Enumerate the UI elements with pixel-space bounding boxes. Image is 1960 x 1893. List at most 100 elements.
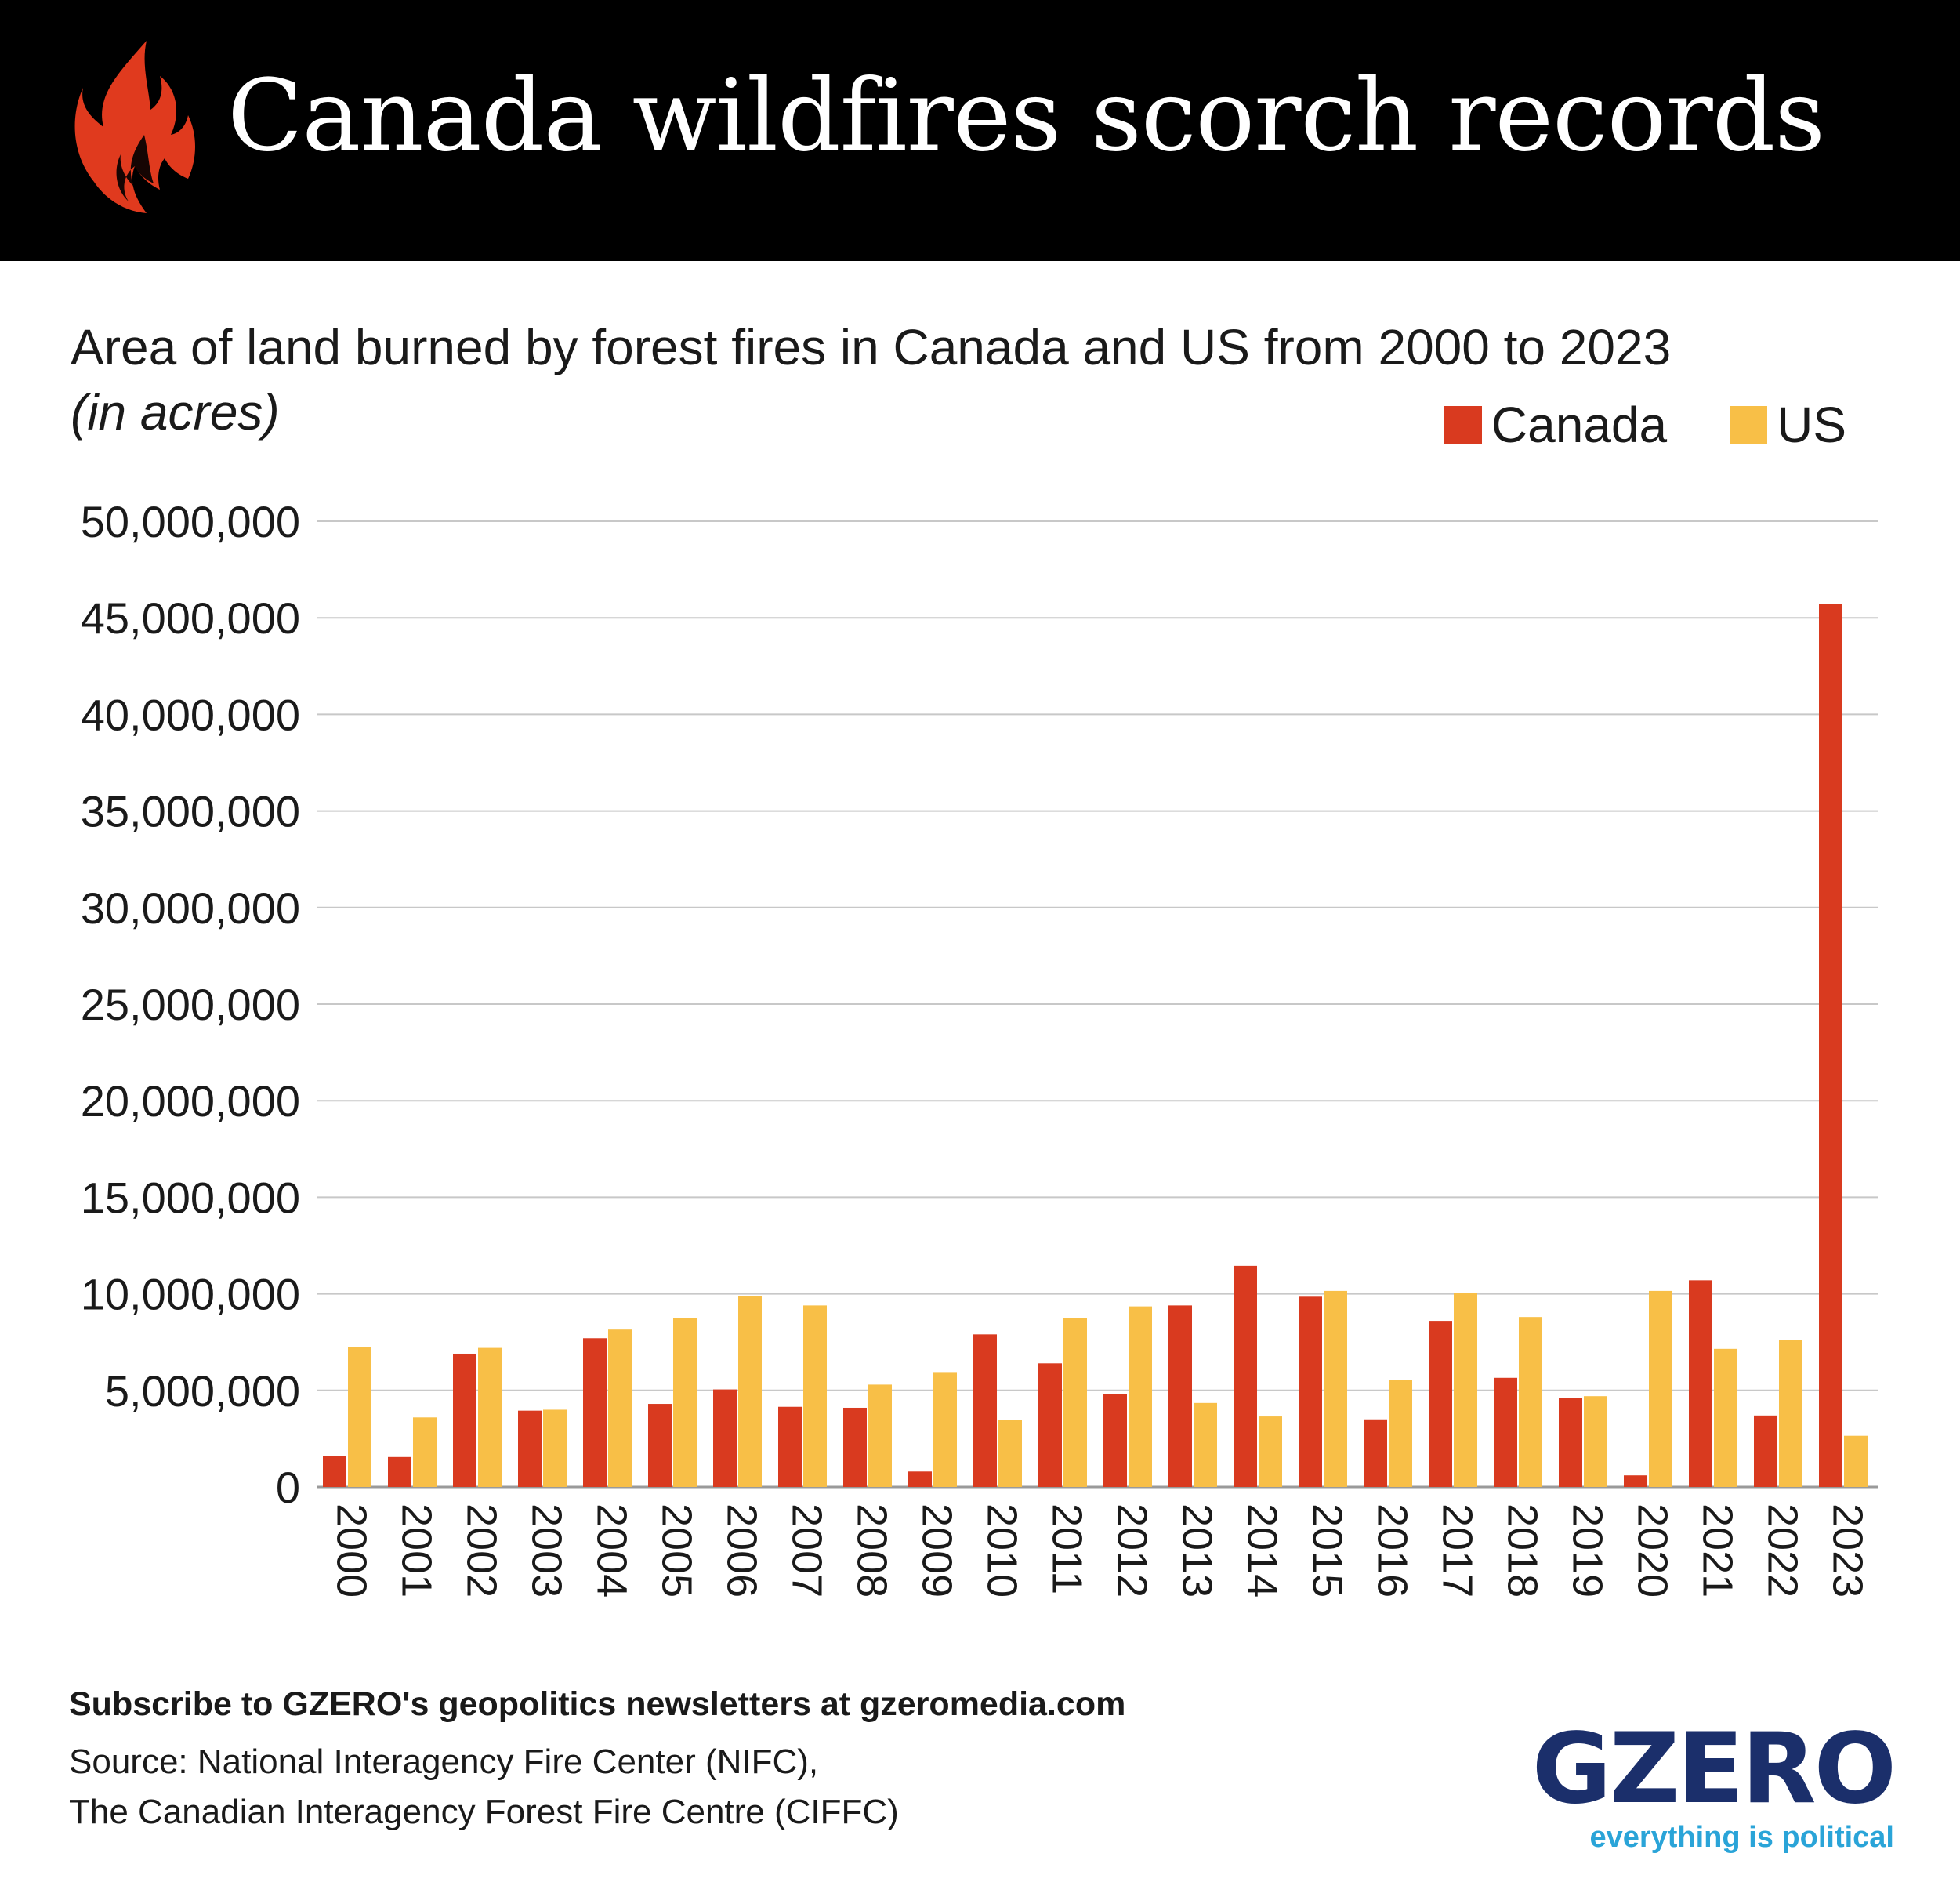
bar-canada	[583, 1338, 607, 1487]
bar-us	[1454, 1293, 1477, 1487]
bar-us	[933, 1372, 957, 1487]
bar-us	[1194, 1402, 1217, 1487]
x-tick-label: 2017	[1434, 1503, 1481, 1597]
bar-us	[1714, 1348, 1737, 1487]
x-tick-label: 2020	[1629, 1503, 1676, 1597]
bar-canada	[1559, 1398, 1582, 1487]
bar-us	[1063, 1318, 1087, 1487]
bar-canada	[388, 1456, 411, 1487]
y-tick-label: 0	[276, 1463, 300, 1512]
bar-canada	[453, 1353, 476, 1487]
bar-us	[673, 1318, 697, 1487]
bar-us	[738, 1296, 762, 1487]
bar-canada	[973, 1334, 997, 1487]
x-tick-label: 2021	[1694, 1503, 1741, 1597]
legend-swatch-us	[1730, 406, 1768, 444]
x-tick-label: 2009	[914, 1503, 961, 1597]
source-line-2: The Canadian Interagency Forest Fire Cen…	[69, 1792, 899, 1831]
x-tick-label: 2011	[1044, 1503, 1091, 1594]
subtitle-text: Area of land burned by forest fires in C…	[71, 319, 1672, 375]
bar-canada	[843, 1407, 867, 1487]
bar-us	[998, 1420, 1022, 1487]
y-tick-label: 35,000,000	[81, 787, 300, 836]
bar-canada	[713, 1389, 737, 1487]
bar-canada	[518, 1410, 542, 1487]
bar-chart: 0 5,000,000 10,000,000 15,000,000 20,000,000…	[81, 497, 1878, 1597]
gzero-logo[interactable]: GZERO everything is political	[1531, 1713, 1897, 1855]
legend-item-canada: Canada	[1444, 396, 1667, 454]
y-tick-label: 5,000,000	[105, 1366, 300, 1416]
bar-canada	[648, 1404, 672, 1487]
x-tick-label: 2018	[1499, 1503, 1546, 1597]
x-tick-label: 2000	[328, 1503, 375, 1597]
bar-us	[868, 1384, 892, 1487]
bar-canada	[1754, 1415, 1777, 1487]
page-title: Canada wildfires scorch records	[227, 58, 1825, 173]
bar-canada	[1819, 604, 1842, 1487]
bar-us	[1844, 1435, 1868, 1487]
bar-canada	[1234, 1265, 1257, 1487]
subscribe-cta: Subscribe to GZERO's geopolitics newslet…	[69, 1685, 1126, 1723]
x-tick-label: 2001	[393, 1503, 440, 1597]
x-tick-label: 2008	[849, 1503, 896, 1597]
bar-canada	[1168, 1305, 1192, 1487]
y-tick-label: 10,000,000	[81, 1270, 300, 1319]
source-line-1: Source: National Interagency Fire Center…	[69, 1743, 819, 1781]
y-tick-label: 25,000,000	[81, 980, 300, 1029]
bar-canada	[778, 1406, 802, 1487]
flame-icon	[74, 41, 196, 213]
bar-us	[1129, 1306, 1152, 1487]
bar-canada	[908, 1471, 932, 1487]
x-tick-label: 2004	[589, 1503, 636, 1597]
bar-canada	[1364, 1419, 1387, 1487]
x-tick-label: 2005	[654, 1503, 701, 1597]
bar-us	[543, 1409, 567, 1487]
chart-legend: Canada US	[1382, 396, 1846, 454]
x-tick-label: 2010	[979, 1503, 1026, 1597]
bar-canada	[1624, 1475, 1647, 1487]
bar-canada	[323, 1456, 346, 1487]
y-tick-label: 50,000,000	[81, 497, 300, 546]
bar-us	[608, 1329, 632, 1487]
bar-canada	[1689, 1280, 1712, 1487]
x-tick-label: 2023	[1824, 1503, 1871, 1597]
source-note: Source: National Interagency Fire Center…	[69, 1737, 899, 1837]
bar-us	[803, 1305, 827, 1487]
x-tick-label: 2016	[1369, 1503, 1416, 1597]
bar-canada	[1429, 1321, 1452, 1487]
y-tick-label: 20,000,000	[81, 1076, 300, 1126]
bar-us	[1519, 1317, 1542, 1487]
y-tick-label: 15,000,000	[81, 1173, 300, 1222]
bar-us	[1259, 1416, 1282, 1487]
bar-us	[478, 1347, 502, 1487]
x-tick-label: 2013	[1174, 1503, 1221, 1597]
bar-canada	[1103, 1394, 1127, 1487]
bar-us	[1649, 1290, 1672, 1487]
bar-us	[1389, 1380, 1412, 1487]
x-tick-label: 2019	[1564, 1503, 1611, 1597]
x-tick-label: 2003	[524, 1503, 571, 1597]
bar-us	[413, 1417, 437, 1487]
bar-us	[1779, 1340, 1802, 1487]
bar-us	[1324, 1290, 1347, 1487]
x-tick-label: 2015	[1304, 1503, 1351, 1597]
y-tick-label: 30,000,000	[81, 883, 300, 933]
x-tick-label: 2014	[1239, 1503, 1286, 1597]
logo-wordmark: GZERO	[1531, 1713, 1897, 1826]
header-banner: Canada wildfires scorch records	[0, 0, 1960, 261]
bar-canada	[1494, 1377, 1517, 1487]
x-tick-label: 2007	[784, 1503, 831, 1597]
y-tick-label: 40,000,000	[81, 690, 300, 739]
legend-item-us: US	[1730, 396, 1846, 454]
bar-us	[348, 1347, 371, 1487]
chart-subtitle: Area of land burned by forest fires in C…	[71, 315, 1671, 445]
legend-label-us: US	[1777, 397, 1846, 453]
x-tick-label: 2012	[1109, 1503, 1156, 1597]
legend-swatch-canada	[1444, 406, 1482, 444]
unit-label: (in acres)	[71, 384, 280, 441]
bar-canada	[1038, 1363, 1062, 1487]
bar-us	[1584, 1396, 1607, 1487]
x-tick-label: 2002	[458, 1503, 505, 1597]
legend-label-canada: Canada	[1491, 397, 1668, 453]
logo-tagline: everything is political	[1589, 1821, 1894, 1854]
